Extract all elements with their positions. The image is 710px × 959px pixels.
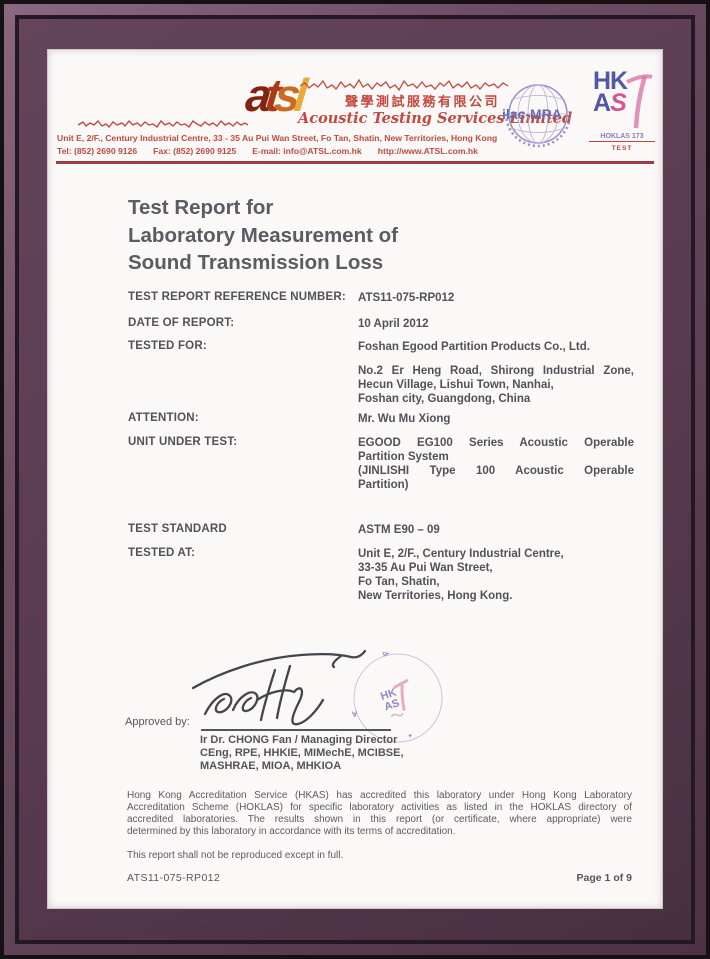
company-address: Unit E, 2/F., Century Industrial Centre,… [57, 133, 498, 143]
field-value-attention: Mr. Wu Mu Xiong [358, 413, 451, 425]
signature [191, 649, 366, 726]
page-indicator: Page 1 of 9 [576, 872, 632, 884]
fax-label: Fax: (852) 2690 9125 [153, 146, 237, 156]
website-label: http://www.ATSL.com.hk [377, 146, 478, 156]
field-value-tested-for: Foshan Egood Partition Products Co., Ltd… [358, 341, 590, 353]
field-label-unit-under-test: UNIT UNDER TEST: [128, 436, 238, 448]
tested-at-line: Unit E, 2/F., Century Industrial Centre, [358, 548, 564, 560]
client-address-line: No.2 Er Heng Road, Shirong Industrial Zo… [358, 365, 634, 377]
report-title: Test Report for Laboratory Measurement o… [128, 194, 398, 277]
approver-name-title: Ir Dr. CHONG Fan / Managing Director [200, 734, 398, 746]
waveform-right-icon [300, 78, 508, 91]
tested-at-line: Fo Tan, Shatin, [358, 576, 440, 588]
client-address-block: No.2 Er Heng Road, Shirong Industrial Zo… [358, 364, 634, 406]
tested-at-line: New Territories, Hong Kong. [358, 590, 513, 602]
tel-label: Tel: (852) 2690 9126 [57, 146, 138, 156]
tested-at-line: 33-35 Au Pui Wan Street, [358, 562, 493, 574]
accreditation-statement-line: Accreditation Scheme (HOKLAS) for specif… [127, 802, 632, 813]
header-divider [56, 161, 654, 164]
client-address-line: Foshan city, Guangdong, China [358, 393, 531, 405]
hkas-ribbon-icon [626, 74, 653, 129]
accreditation-statement-line: accredited laboratories. The results sho… [127, 814, 632, 825]
tested-at-block: Unit E, 2/F., Century Industrial Centre,… [358, 547, 634, 603]
hkas-s: S [610, 89, 627, 117]
field-label-tested-for: TESTED FOR: [128, 340, 207, 352]
unit-under-test-line: EGOOD EG100 Series Acoustic Operable [358, 437, 634, 449]
field-value-test-standard: ASTM E90 – 09 [358, 524, 440, 536]
document-reference: ATS11-075-RP012 [127, 872, 221, 884]
accreditation-statement-line: determined by this laboratory in accorda… [127, 826, 456, 837]
accreditation-statement-line: Hong Kong Accreditation Service (HKAS) h… [127, 790, 632, 801]
approver-qualifications-line2: MASHRAE, MIOA, MHKIOA [200, 760, 342, 772]
unit-under-test-line: (JINLISHI Type 100 Acoustic Operable [358, 465, 634, 477]
field-label-test-standard: TEST STANDARD [128, 523, 227, 535]
stamp-emblem-as: AS [383, 697, 401, 713]
field-label-date: DATE OF REPORT: [128, 317, 235, 329]
approver-qualifications-line1: CEng, RPE, HHKIE, MIMechE, MCIBSE, [200, 747, 404, 759]
company-name-chinese: 聲學測試服務有限公司 [345, 94, 501, 109]
client-address-line: Hecun Village, Lishui Town, Nanhai, [358, 379, 554, 391]
stamp-emblem-hk: HK [379, 687, 398, 703]
hkas-a: A [593, 89, 611, 117]
unit-under-test-line: Partition System [358, 451, 449, 463]
unit-under-test-line: Partition) [358, 479, 409, 491]
atsl-logo: atsl [243, 69, 304, 121]
hkas-logo: HK AS [593, 67, 655, 132]
hoklas-accreditation-label: HOKLAS 173 [589, 133, 655, 142]
field-value-reference: ATS11-075-RP012 [358, 292, 455, 304]
approved-by-label: Approved by: [125, 716, 190, 728]
hkas-hk: HK [593, 67, 628, 95]
field-label-tested-at: TESTED AT: [128, 547, 196, 559]
field-label-reference: TEST REPORT REFERENCE NUMBER: [128, 291, 346, 303]
unit-under-test-block: EGOOD EG100 Series Acoustic Operable Par… [358, 436, 634, 492]
report-page: atsl 聲學測試服務有限公司 Acoustic Testing Service… [48, 50, 662, 908]
hoklas-test-label: TEST [611, 145, 633, 152]
stamp-star-icon: ✶ [406, 731, 414, 740]
field-label-attention: ATTENTION: [128, 412, 199, 424]
approval-stamp: Acoustic Testing Services Limited ✶ HK A… [352, 652, 443, 743]
report-title-line3: Sound Transmission Loss [128, 251, 384, 274]
ilac-mra-logo: ilac-MRA [502, 84, 572, 148]
report-title-line2: Laboratory Measurement of [128, 223, 398, 247]
signature-line [201, 729, 391, 731]
ilac-mra-label: ilac-MRA [502, 106, 562, 122]
reproduction-note: This report shall not be reproduced exce… [127, 850, 344, 861]
company-name-english: Acoustic Testing Services Limited [298, 110, 573, 127]
report-title-line1: Test Report for [128, 196, 274, 219]
field-value-date: 10 April 2012 [358, 318, 429, 330]
waveform-left-icon [78, 119, 248, 129]
company-contact-row: Tel: (852) 2690 9126 Fax: (852) 2690 912… [57, 146, 478, 156]
email-label: E-mail: info@ATSL.com.hk [252, 146, 362, 156]
